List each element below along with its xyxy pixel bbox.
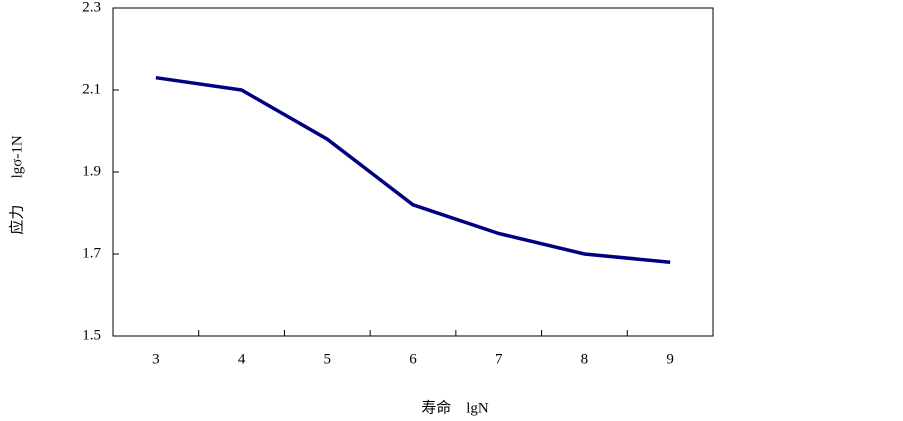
y-tick-label: 2.3 (82, 0, 101, 15)
y-axis-label: 应力 lgσ-1N (7, 135, 25, 234)
x-axis-label: 寿命 lgN (421, 398, 489, 416)
y-tick-label: 2.1 (82, 81, 101, 97)
x-tick-label: 6 (409, 351, 417, 367)
y-tick-label: 1.9 (82, 163, 101, 179)
plot-frame (112, 7, 714, 337)
y-tick-label: 1.7 (82, 245, 101, 261)
x-tick-label: 7 (495, 351, 503, 367)
x-tick-label: 3 (152, 351, 160, 367)
x-tick-label: 8 (581, 351, 589, 367)
x-tick-label: 9 (666, 351, 674, 367)
x-tick-label: 4 (238, 351, 246, 367)
x-tick-label: 5 (324, 351, 332, 367)
data-line (155, 75, 671, 264)
y-tick-label: 1.5 (82, 327, 101, 343)
